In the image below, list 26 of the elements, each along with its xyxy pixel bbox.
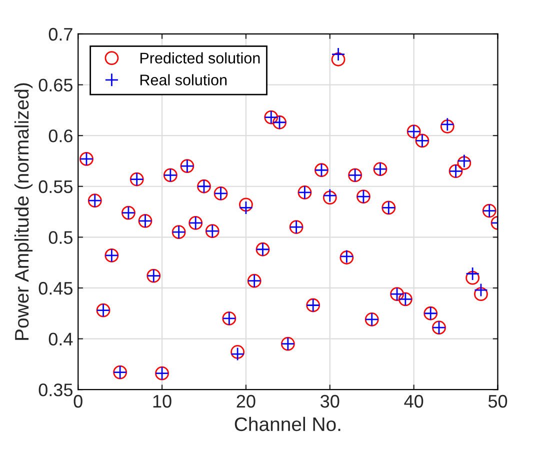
legend-label: Predicted solution	[140, 52, 260, 64]
y-axis-title: Power Amplitude (normalized)	[14, 83, 33, 340]
point	[474, 283, 488, 297]
point	[466, 266, 480, 281]
x-tick-label: 30	[320, 394, 340, 408]
point	[331, 47, 346, 62]
point	[474, 287, 488, 302]
y-tick-label: 0.4	[48, 332, 73, 346]
legend-label: Real solution	[140, 74, 227, 86]
x-tick-label: 40	[404, 394, 424, 408]
x-tick-label: 10	[153, 394, 172, 408]
point	[466, 270, 480, 285]
point	[239, 198, 253, 212]
y-tick-label: 0.55	[38, 180, 72, 194]
y-tick-label: 0.6	[48, 130, 72, 142]
x-axis-title: Channel No.	[234, 416, 340, 432]
x-tick-label: 0	[74, 394, 82, 408]
point	[239, 200, 253, 215]
y-tick-label: 0.7	[48, 28, 72, 41]
y-tick-label: 0.5	[48, 231, 72, 244]
y-tick-label: 0.65	[38, 78, 72, 92]
point	[331, 52, 346, 66]
x-tick-label: 20	[236, 394, 256, 408]
y-tick-label: 0.45	[38, 282, 72, 295]
x-tick-label: 50	[488, 394, 508, 408]
y-tick-label: 0.35	[38, 384, 72, 396]
